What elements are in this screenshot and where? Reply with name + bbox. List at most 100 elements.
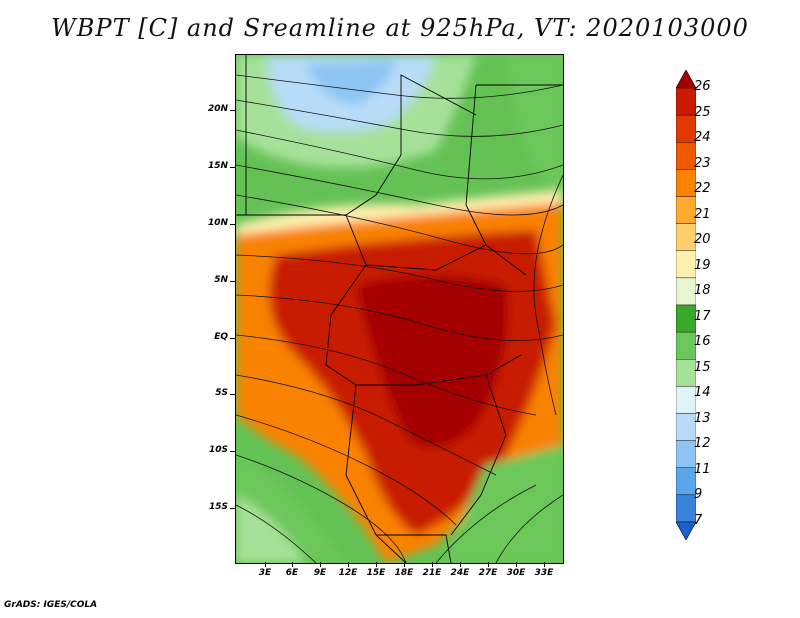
y-tick-label: EQ — [214, 332, 228, 342]
cold-core-north — [306, 60, 396, 105]
y-tick-label: 15S — [208, 502, 228, 512]
border — [325, 354, 522, 386]
border — [465, 84, 487, 246]
colorbar-segment — [676, 87, 696, 116]
x-tick-label: 33E — [534, 568, 554, 578]
streamline — [236, 294, 563, 341]
y-tick-label: 15N — [207, 161, 228, 171]
wbpt-field-map — [236, 55, 563, 563]
border — [365, 244, 527, 276]
x-tick-label: 30E — [506, 568, 526, 578]
border — [325, 214, 367, 366]
streamline — [236, 74, 563, 99]
x-tick-label: 27E — [478, 568, 498, 578]
colorbar-label: 7 — [694, 513, 703, 528]
x-tick-label: 15E — [366, 568, 386, 578]
y-tick-label: 5S — [215, 388, 228, 398]
y-tick — [230, 394, 235, 395]
y-tick — [230, 338, 235, 339]
colorbar-segment — [676, 196, 696, 224]
border — [345, 384, 407, 563]
x-tick-label: 18E — [394, 568, 414, 578]
y-tick — [230, 110, 235, 111]
x-tick-label: 3E — [258, 568, 272, 578]
map-panel — [235, 54, 564, 564]
x-tick-label: 21E — [422, 568, 442, 578]
colorbar-label: 9 — [694, 487, 703, 503]
streamline — [236, 254, 563, 292]
colorbar-label: 21 — [694, 206, 711, 222]
x-tick — [376, 562, 377, 567]
colorbar-label: 19 — [694, 257, 711, 273]
streamline — [435, 484, 537, 563]
y-tick — [230, 224, 235, 225]
colorbar-label: 12 — [694, 436, 711, 452]
country-borders — [236, 55, 563, 563]
x-tick-label: 9E — [313, 568, 327, 578]
streamline — [236, 454, 407, 563]
border — [450, 374, 507, 536]
colorbar-label: 11 — [694, 461, 711, 477]
streamline — [236, 374, 497, 476]
colorbar-label: 15 — [694, 359, 711, 375]
cool-region-ne — [506, 55, 563, 195]
streamline — [236, 504, 317, 563]
y-tick — [230, 508, 235, 509]
x-tick — [320, 562, 321, 567]
streamlines — [236, 74, 563, 563]
colorbar-segment — [676, 250, 696, 279]
border — [376, 534, 452, 563]
y-tick-label: 10S — [208, 445, 228, 455]
colorbar-cap-bottom — [676, 521, 696, 540]
x-tick-label: 6E — [285, 568, 299, 578]
y-tick-label: 10N — [207, 218, 228, 228]
x-tick — [432, 562, 433, 567]
y-tick — [230, 167, 235, 168]
colorbar-label: 17 — [694, 308, 711, 324]
colorbar-label: 20 — [694, 232, 711, 248]
x-tick-label: 12E — [338, 568, 358, 578]
y-tick — [230, 451, 235, 452]
colorbar-label: 22 — [694, 181, 711, 197]
map-title: WBPT [C] and Sreamline at 925hPa, VT: 20… — [51, 14, 749, 42]
colorbar-segment — [676, 467, 696, 496]
colorbar-segment — [676, 386, 696, 414]
x-tick — [516, 562, 517, 567]
colorbar-segment — [676, 223, 696, 251]
streamline — [236, 129, 563, 180]
streamline — [533, 174, 563, 416]
x-tick-label: 24E — [450, 568, 470, 578]
streamline — [236, 99, 563, 137]
colorbar-segment — [676, 413, 696, 441]
colorbar-label: 24 — [694, 130, 711, 146]
colorbar-label: 23 — [694, 155, 711, 171]
y-tick — [230, 281, 235, 282]
border — [236, 74, 477, 216]
cold-region-sw — [236, 495, 306, 563]
colorbar-segment — [676, 440, 696, 468]
colorbar-label: 25 — [694, 104, 711, 120]
colorbar — [676, 70, 696, 540]
y-tick-label: 20N — [207, 104, 228, 114]
colorbar-label: 14 — [694, 385, 711, 401]
hot-core-inner — [356, 275, 508, 448]
x-tick — [488, 562, 489, 567]
streamline — [236, 334, 537, 416]
y-tick-label: 5N — [214, 275, 228, 285]
x-tick — [544, 562, 545, 567]
cool-region-se — [446, 445, 563, 563]
colorbar-segment — [676, 277, 696, 306]
colorbar-label: 26 — [694, 79, 711, 94]
colorbar-segment — [676, 359, 696, 387]
colorbar-segment — [676, 142, 696, 170]
colorbar-label: 13 — [694, 410, 711, 426]
x-tick — [265, 562, 266, 567]
grads-credit: GrADS: IGES/COLA — [4, 600, 98, 610]
colorbar-segment — [676, 304, 696, 333]
colorbar-label: 18 — [694, 283, 711, 299]
streamline — [236, 164, 563, 216]
streamline — [495, 494, 563, 563]
x-tick — [348, 562, 349, 567]
colorbar-label: 16 — [694, 334, 711, 350]
x-tick — [292, 562, 293, 567]
